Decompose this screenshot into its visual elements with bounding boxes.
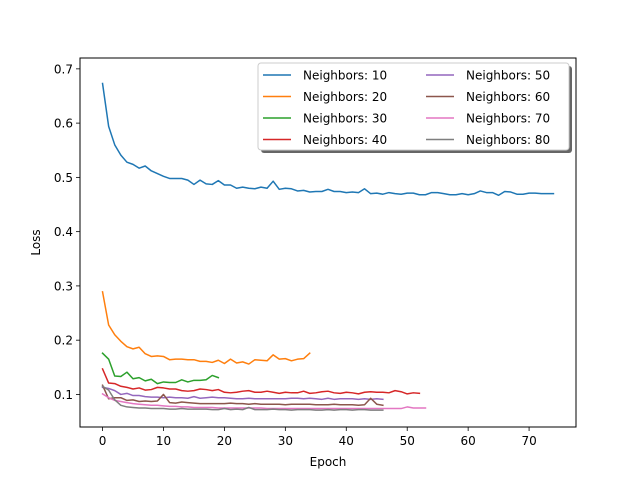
y-tick-label: 0.6 bbox=[54, 117, 73, 131]
legend-label-7: Neighbors: 80 bbox=[466, 133, 550, 147]
series-line-7 bbox=[101, 385, 384, 411]
x-tick-label: 60 bbox=[461, 434, 476, 448]
x-tick-label: 40 bbox=[339, 434, 354, 448]
plot-frame bbox=[79, 57, 577, 428]
x-tick-label: 50 bbox=[400, 434, 415, 448]
x-tick-label: 30 bbox=[278, 434, 293, 448]
y-tick-label: 0.3 bbox=[54, 279, 73, 293]
series-line-5 bbox=[101, 384, 384, 407]
legend-box bbox=[257, 62, 570, 151]
y-tick-label: 0.4 bbox=[54, 225, 73, 239]
series-line-2 bbox=[101, 352, 220, 385]
legend-label-3: Neighbors: 40 bbox=[303, 133, 387, 147]
y-tick-label: 0.1 bbox=[54, 388, 73, 402]
series-line-6 bbox=[101, 392, 427, 410]
y-tick-label: 0.2 bbox=[54, 334, 73, 348]
legend-label-4: Neighbors: 50 bbox=[466, 69, 550, 83]
series-line-3 bbox=[101, 367, 421, 395]
x-tick-label: 10 bbox=[156, 434, 171, 448]
legend: Neighbors: 10 Neighbors: 20 Neighbors: 30 N… bbox=[257, 62, 572, 153]
series-line-0 bbox=[101, 82, 555, 197]
series-line-1 bbox=[101, 291, 311, 365]
y-tick-label: 0.7 bbox=[54, 62, 73, 76]
legend-label-1: Neighbors: 20 bbox=[303, 90, 387, 104]
legend-label-5: Neighbors: 60 bbox=[466, 90, 550, 104]
legend-label-6: Neighbors: 70 bbox=[466, 112, 550, 126]
legend-label-2: Neighbors: 30 bbox=[303, 112, 387, 126]
x-axis-label: Epoch bbox=[310, 455, 347, 469]
series-line-4 bbox=[101, 386, 384, 401]
y-axis: 0.1 0.2 0.3 0.4 0.5 0.6 0.7 bbox=[54, 62, 80, 402]
x-axis: 0 10 20 30 40 50 60 70 bbox=[99, 427, 537, 448]
legend-label-0: Neighbors: 10 bbox=[303, 69, 387, 83]
x-tick-label: 20 bbox=[217, 434, 232, 448]
x-tick-label: 70 bbox=[521, 434, 536, 448]
series-layer bbox=[101, 82, 555, 411]
y-tick-label: 0.5 bbox=[54, 171, 73, 185]
x-tick-label: 0 bbox=[99, 434, 107, 448]
y-axis-label: Loss bbox=[29, 229, 43, 255]
